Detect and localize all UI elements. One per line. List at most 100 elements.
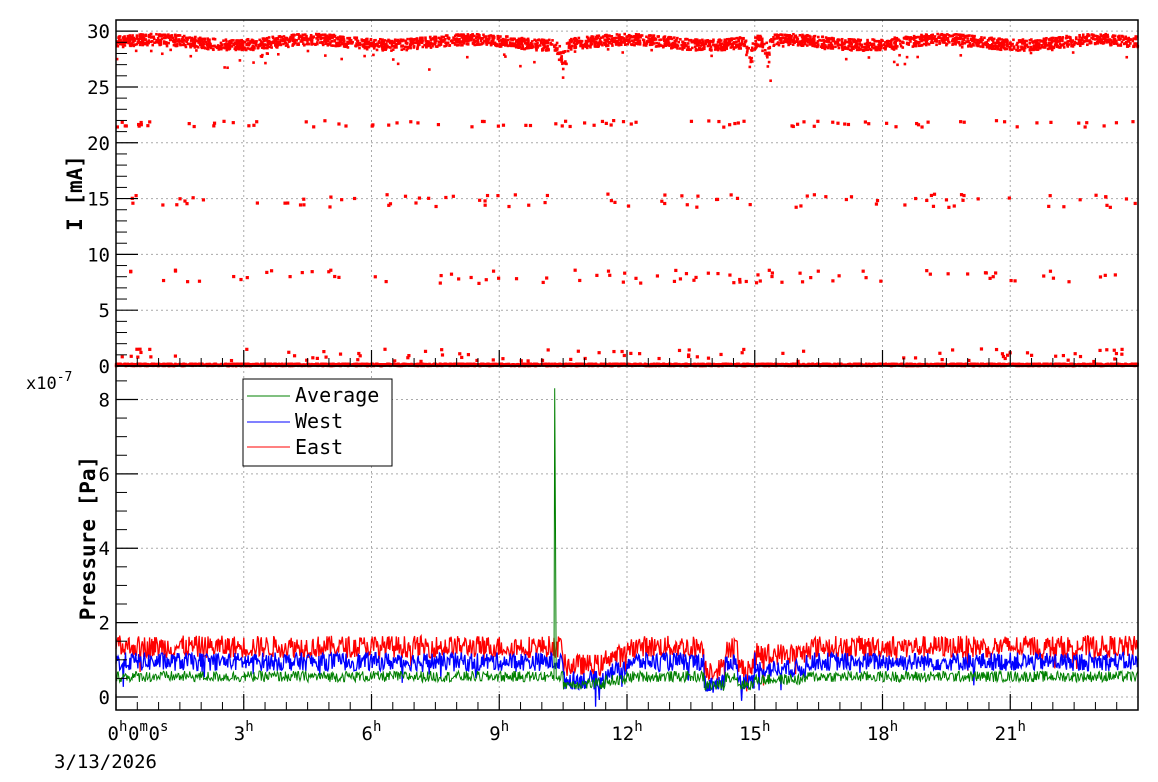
current-point bbox=[754, 36, 757, 39]
current-point bbox=[902, 36, 906, 40]
current-point bbox=[665, 39, 668, 42]
current-point bbox=[433, 42, 436, 46]
current-point bbox=[698, 39, 702, 42]
current-point bbox=[954, 33, 957, 36]
current-point bbox=[1065, 43, 1069, 46]
current-point bbox=[787, 43, 790, 47]
current-point bbox=[701, 42, 704, 46]
current-point bbox=[319, 36, 323, 39]
current-point bbox=[1115, 42, 1119, 46]
current-point bbox=[1000, 41, 1004, 44]
current-point bbox=[414, 41, 418, 45]
current-point bbox=[1081, 38, 1084, 42]
current-point bbox=[328, 33, 332, 37]
current-point bbox=[501, 37, 505, 41]
current-point bbox=[514, 40, 518, 43]
current-point bbox=[236, 41, 240, 44]
current-point bbox=[749, 57, 753, 61]
current-point bbox=[617, 41, 621, 45]
current-point bbox=[508, 44, 511, 47]
current-point bbox=[287, 45, 290, 49]
current-point bbox=[953, 37, 957, 41]
current-point bbox=[768, 53, 771, 56]
current-point bbox=[181, 35, 185, 39]
current-point bbox=[953, 41, 957, 45]
current-point bbox=[122, 36, 125, 39]
current-point bbox=[1029, 51, 1033, 55]
current-point bbox=[321, 33, 324, 37]
current-point bbox=[127, 40, 130, 44]
current-point bbox=[409, 39, 412, 43]
current-point bbox=[961, 37, 964, 41]
current-point bbox=[266, 46, 269, 50]
current-point bbox=[1127, 37, 1131, 41]
current-point bbox=[717, 39, 720, 42]
current-point bbox=[434, 39, 438, 43]
current-point bbox=[473, 34, 476, 38]
current-point bbox=[492, 42, 496, 46]
current-point bbox=[526, 41, 530, 44]
current-point bbox=[393, 39, 396, 43]
current-point bbox=[644, 44, 648, 47]
current-point bbox=[393, 38, 397, 42]
current-point bbox=[758, 44, 762, 48]
current-point bbox=[1125, 55, 1129, 59]
current-point bbox=[367, 45, 371, 49]
current-point bbox=[605, 44, 608, 48]
current-point bbox=[994, 44, 998, 48]
current-point bbox=[679, 38, 682, 41]
current-point bbox=[259, 43, 263, 47]
current-point bbox=[446, 41, 450, 45]
current-point bbox=[573, 46, 576, 50]
current-point bbox=[504, 44, 507, 47]
current-point bbox=[153, 41, 156, 44]
current-point bbox=[1100, 34, 1103, 38]
current-point bbox=[1033, 41, 1037, 44]
current-point bbox=[1102, 33, 1106, 37]
current-point bbox=[635, 37, 638, 41]
current-point bbox=[252, 48, 255, 52]
current-point bbox=[1081, 35, 1085, 39]
current-point bbox=[992, 41, 995, 44]
current-point bbox=[830, 43, 833, 46]
current-point bbox=[519, 40, 523, 43]
current-point bbox=[128, 34, 132, 37]
current-point bbox=[302, 42, 305, 46]
current-point bbox=[968, 42, 972, 45]
current-point bbox=[254, 44, 257, 47]
current-point bbox=[867, 44, 871, 48]
current-point bbox=[120, 42, 124, 45]
current-point bbox=[523, 39, 526, 43]
current-point bbox=[449, 39, 453, 43]
current-point bbox=[766, 55, 769, 59]
current-point bbox=[240, 38, 244, 42]
current-point bbox=[556, 51, 560, 55]
current-point bbox=[861, 48, 865, 52]
current-point bbox=[668, 37, 672, 40]
current-point bbox=[116, 41, 120, 45]
current-point bbox=[182, 34, 186, 38]
current-point bbox=[465, 55, 469, 59]
current-point bbox=[697, 46, 701, 50]
current-point bbox=[734, 44, 738, 47]
current-point bbox=[281, 39, 284, 43]
current-point bbox=[873, 39, 877, 43]
current-point bbox=[1049, 41, 1053, 45]
current-point bbox=[1057, 45, 1061, 49]
current-point bbox=[321, 36, 325, 40]
current-point bbox=[154, 41, 158, 44]
current-point bbox=[946, 33, 949, 36]
current-point bbox=[1132, 37, 1136, 40]
current-point bbox=[186, 36, 190, 40]
current-point bbox=[1025, 39, 1028, 43]
current-point bbox=[473, 43, 476, 47]
current-point bbox=[452, 36, 455, 39]
current-point bbox=[152, 35, 155, 39]
current-point bbox=[821, 35, 824, 39]
current-point bbox=[864, 45, 867, 49]
current-point bbox=[1059, 45, 1062, 49]
current-point bbox=[383, 47, 386, 51]
current-point bbox=[671, 45, 675, 48]
current-point bbox=[1003, 47, 1007, 51]
current-point bbox=[550, 43, 554, 46]
